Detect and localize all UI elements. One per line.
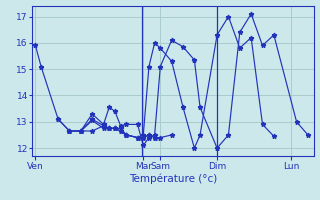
X-axis label: Température (°c): Température (°c) bbox=[129, 173, 217, 184]
